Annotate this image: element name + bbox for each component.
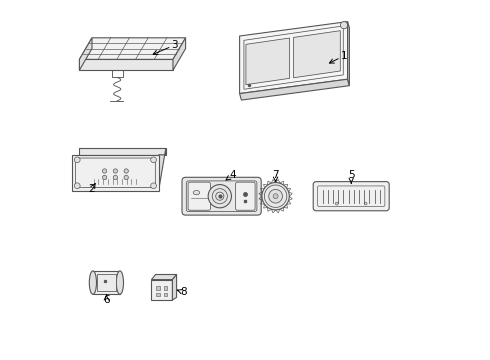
Text: 6: 6 [103,294,110,305]
Circle shape [74,157,80,163]
Polygon shape [79,59,173,70]
Polygon shape [246,38,290,85]
Text: 2: 2 [89,184,96,194]
Circle shape [102,169,107,173]
Polygon shape [347,22,349,86]
Text: 1: 1 [329,51,347,63]
Circle shape [102,175,107,180]
Circle shape [273,194,278,199]
Bar [164,293,167,296]
FancyBboxPatch shape [188,182,210,210]
Text: 7: 7 [272,170,279,181]
Polygon shape [151,275,176,280]
Circle shape [335,202,338,205]
Ellipse shape [116,271,123,294]
Circle shape [113,169,118,173]
FancyBboxPatch shape [236,182,255,210]
Polygon shape [294,31,340,78]
Polygon shape [240,22,347,94]
Circle shape [151,157,156,163]
Circle shape [262,183,289,210]
FancyBboxPatch shape [313,182,389,211]
FancyBboxPatch shape [182,177,261,215]
Circle shape [151,183,156,189]
Text: 3: 3 [153,40,178,55]
Polygon shape [79,148,166,155]
Bar [156,293,160,296]
Circle shape [113,175,118,180]
Polygon shape [173,38,186,70]
FancyBboxPatch shape [93,271,120,294]
Polygon shape [159,148,166,191]
Text: 5: 5 [348,170,354,183]
Ellipse shape [89,271,97,294]
Ellipse shape [193,190,200,195]
Polygon shape [79,38,92,70]
Bar [156,286,160,290]
Text: 4: 4 [226,170,236,180]
Polygon shape [79,38,186,59]
Text: 8: 8 [177,287,187,297]
Polygon shape [151,280,172,300]
Circle shape [124,169,128,173]
Polygon shape [240,79,349,100]
Circle shape [364,202,367,205]
Bar [97,274,116,292]
Circle shape [269,189,282,203]
Bar [164,286,167,290]
Polygon shape [172,275,176,300]
Circle shape [208,185,231,208]
Circle shape [74,183,80,189]
Polygon shape [72,155,159,191]
Circle shape [124,175,128,180]
Circle shape [341,22,347,29]
